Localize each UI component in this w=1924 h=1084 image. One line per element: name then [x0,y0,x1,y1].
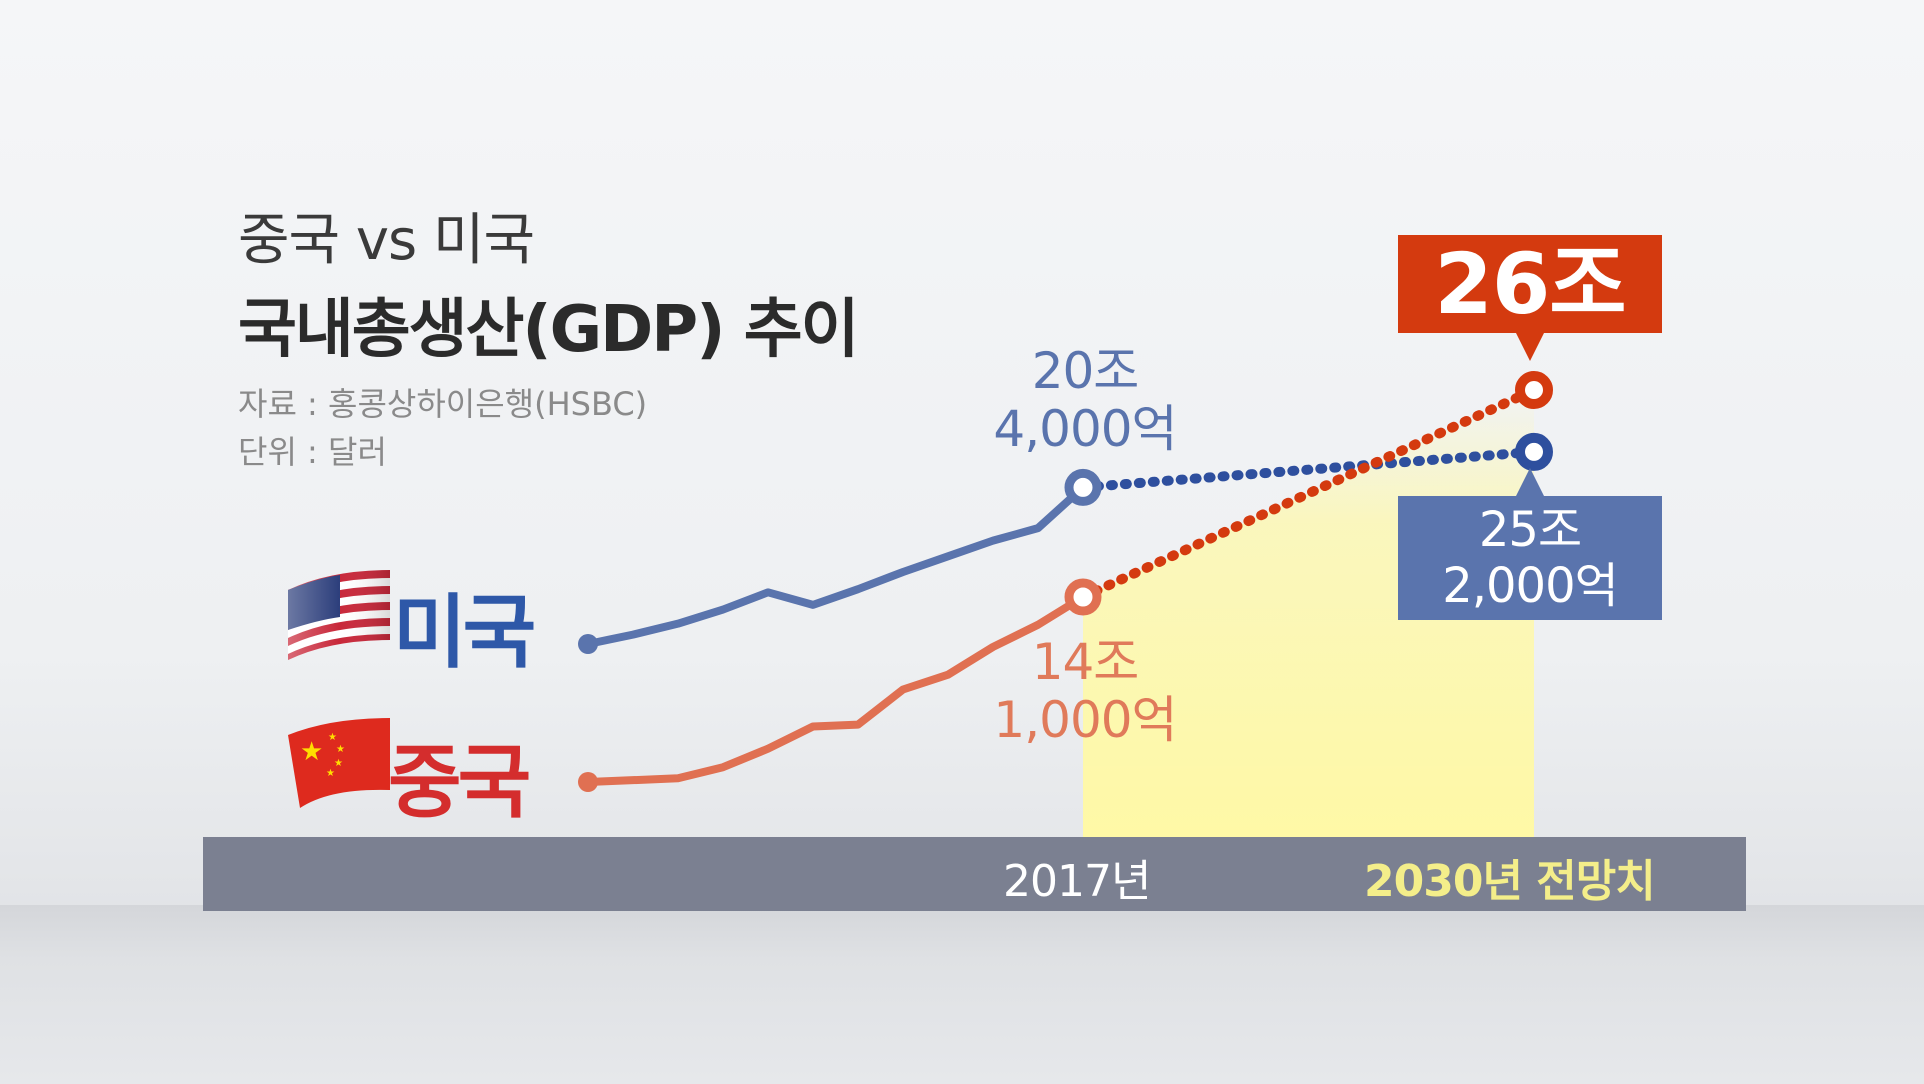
us-2030-value-line2: 2,000억 [1442,558,1619,614]
us-2017-point [1064,468,1102,506]
us-callout-pointer [1516,468,1544,496]
us-2017-value-label: 20조 4,000억 [965,342,1205,458]
title-block: 중국 vs 미국 국내총생산(GDP) 추이 자료 : 홍콩상하이은행(HSBC… [238,195,860,476]
us-projection-line [1078,446,1539,493]
us-historical-line [584,483,1087,648]
source-note: 자료 : 홍콩상하이은행(HSBC) [238,385,648,423]
cn-callout-pointer [1516,333,1544,361]
cn-2030-point [1515,371,1553,409]
china-flag-icon: ★ ★ ★ ★ ★ [288,718,390,808]
legend-us-label: 미국 [393,586,536,679]
us-flag-icon [288,570,390,660]
us-2030-value-line1: 25조 [1478,502,1582,558]
svg-text:★: ★ [334,758,343,769]
x-axis-bar [203,837,1746,911]
us-2030-callout: 25조 2,000억 [1398,496,1662,620]
x-tick-2030: 2030년 전망치 [1364,856,1656,907]
svg-text:★: ★ [326,768,335,779]
svg-text:★: ★ [336,744,345,755]
cn-projection-line [1078,385,1539,602]
chart-title-line2: 국내총생산(GDP) 추이 [238,293,860,367]
us-2017-value-line2: 4,000억 [993,400,1177,458]
us-2017-value-line1: 20조 [1031,342,1140,400]
chart-title-line1: 중국 vs 미국 [238,208,535,273]
cn-start-point [578,772,598,792]
us-2030-point [1515,432,1553,471]
cn-2030-callout: 26조 [1398,235,1662,333]
cn-2017-value-line1: 14조 [1031,633,1140,691]
legend-cn-label: 중국 [388,736,531,829]
svg-text:★: ★ [300,737,323,767]
svg-text:★: ★ [328,732,337,743]
x-tick-2017: 2017년 [1003,856,1151,907]
unit-note: 단위 : 달러 [238,433,387,471]
us-start-point [578,634,598,654]
cn-2017-point [1064,578,1102,616]
cn-historical-line [584,593,1087,786]
cn-2017-value-line2: 1,000억 [993,691,1177,749]
floor-shadow [0,905,1924,1084]
cn-2017-value-label: 14조 1,000억 [965,633,1205,749]
